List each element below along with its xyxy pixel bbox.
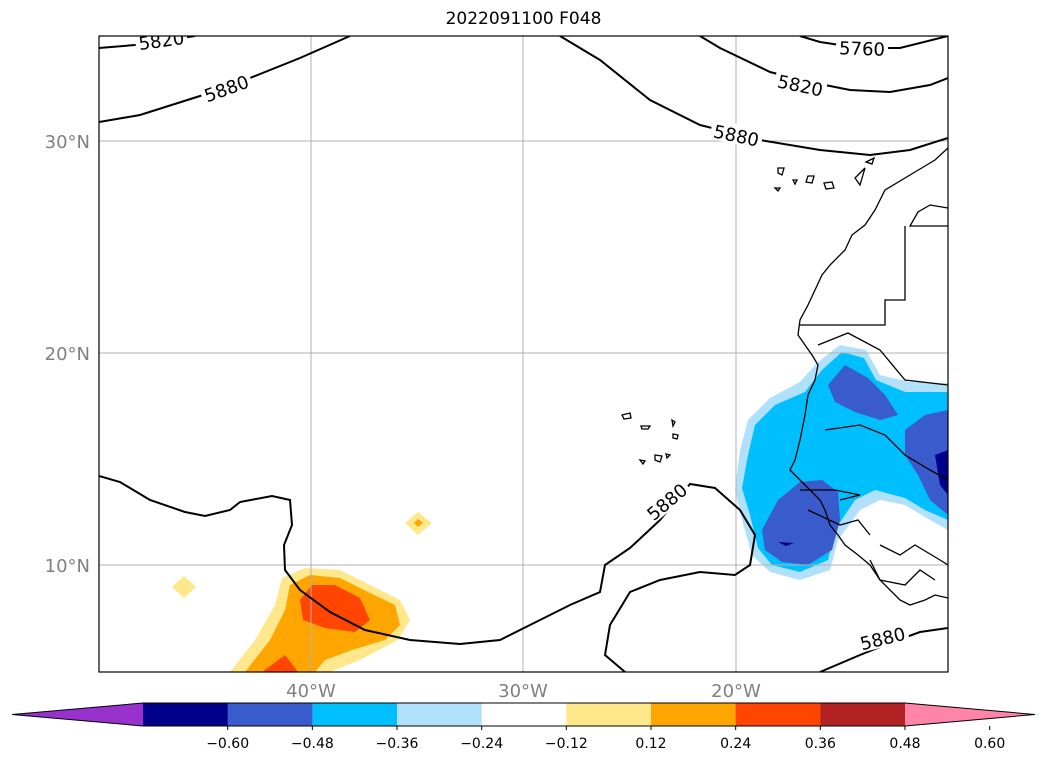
colorbar-segment: [143, 703, 229, 726]
colorbar-tick-label: −0.24: [460, 736, 503, 752]
map-title: 2022091100 F048: [445, 9, 602, 29]
colorbar-tick-label: −0.12: [545, 736, 588, 752]
graticule: [99, 36, 948, 672]
colorbar-segment: [397, 703, 483, 726]
anomaly-red-orange-core: [300, 585, 370, 632]
lat-label-30n: 30°N: [45, 132, 90, 153]
lon-label-20w: 20°W: [711, 681, 761, 702]
colorbar-tick-label: −0.60: [206, 736, 249, 752]
colorbar-segment: [227, 703, 313, 726]
contour-label-group: 5820 5880 5760 5820 5880 5880: [134, 28, 910, 655]
colorbar-tick-label: 0.12: [635, 736, 666, 752]
lat-label-20n: 20°N: [45, 344, 90, 365]
map-plot-area: 5820 5880 5760 5820 5880 5880: [99, 28, 948, 672]
anomaly-yellow-diamond-west: [172, 576, 196, 598]
contour-label: 5880: [858, 624, 908, 655]
contour-5880-south: [99, 475, 757, 672]
coastlines: [621, 147, 948, 606]
contour-label: 5820: [137, 28, 185, 55]
colorbar-segment: [651, 703, 737, 726]
colorbar-extend-min: [12, 703, 143, 726]
colorbar-tick-label: 0.60: [974, 736, 1005, 752]
colorbar-tick-label: −0.48: [291, 736, 334, 752]
colorbar: [11, 702, 1036, 727]
colorbar-segment: [312, 703, 398, 726]
anomaly-orange-dot-mid: [414, 519, 423, 527]
lat-label-10n: 10°N: [45, 556, 90, 577]
colorbar-segment: [735, 703, 821, 726]
colorbar-outline: [11, 702, 1036, 727]
colorbar-tick-label: 0.36: [805, 736, 836, 752]
colorbar-tick-label: 0.48: [889, 736, 920, 752]
anomaly-blue-region-east: [905, 410, 948, 515]
contour-label: 5820: [776, 71, 825, 101]
colorbar-segment: [566, 703, 652, 726]
colorbar-extend-max: [905, 703, 1035, 726]
colorbar-tick-label: −0.36: [376, 736, 419, 752]
lon-label-40w: 40°W: [286, 681, 336, 702]
anomaly-red-orange-south: [262, 655, 298, 672]
colorbar-tick-label: 0.24: [720, 736, 751, 752]
map-frame: [98, 35, 949, 673]
lon-label-30w: 30°W: [498, 681, 548, 702]
contour-5820-ne: [699, 36, 948, 94]
colorbar-segment: [820, 703, 906, 726]
colorbar-ticks: −0.60 −0.48 −0.36 −0.24 −0.12 0.12 0.24 0.36 0.4…: [206, 726, 1005, 752]
anomaly-deep-blue-core: [935, 450, 948, 495]
colorbar-segment: [481, 703, 567, 726]
contour-label: 5760: [839, 38, 886, 61]
contour-label: 5880: [712, 121, 761, 151]
anomaly-blue-region-north: [828, 365, 898, 420]
anomaly-deep-blue-dot: [778, 542, 794, 546]
